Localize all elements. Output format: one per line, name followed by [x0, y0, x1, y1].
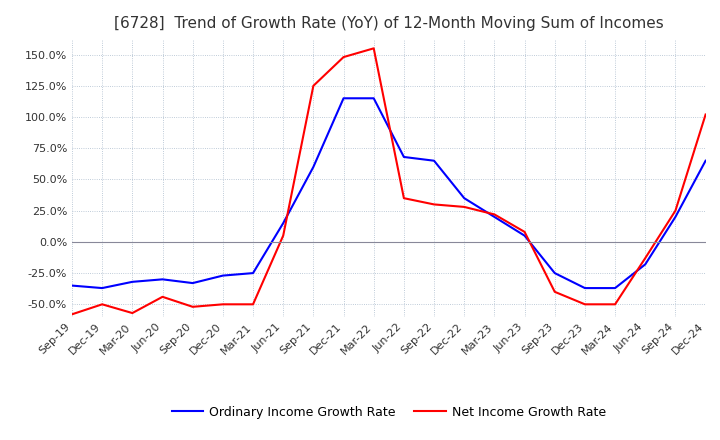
Line: Ordinary Income Growth Rate: Ordinary Income Growth Rate — [72, 98, 706, 288]
Net Income Growth Rate — [671, 208, 680, 213]
Net Income Growth Rate — [400, 195, 408, 201]
Ordinary Income Growth Rate — [158, 277, 167, 282]
Net Income Growth Rate — [309, 83, 318, 88]
Net Income Growth Rate — [339, 55, 348, 60]
Ordinary Income Growth Rate — [550, 271, 559, 276]
Ordinary Income Growth Rate — [430, 158, 438, 163]
Ordinary Income Growth Rate — [309, 164, 318, 169]
Net Income Growth Rate — [158, 294, 167, 300]
Net Income Growth Rate — [128, 310, 137, 315]
Net Income Growth Rate — [460, 204, 469, 209]
Ordinary Income Growth Rate — [521, 233, 529, 238]
Net Income Growth Rate — [369, 46, 378, 51]
Net Income Growth Rate — [580, 302, 589, 307]
Ordinary Income Growth Rate — [671, 214, 680, 220]
Ordinary Income Growth Rate — [339, 95, 348, 101]
Net Income Growth Rate — [490, 212, 499, 217]
Legend: Ordinary Income Growth Rate, Net Income Growth Rate: Ordinary Income Growth Rate, Net Income … — [166, 401, 611, 424]
Net Income Growth Rate — [521, 229, 529, 235]
Ordinary Income Growth Rate — [98, 286, 107, 291]
Net Income Growth Rate — [248, 302, 257, 307]
Ordinary Income Growth Rate — [701, 158, 710, 163]
Ordinary Income Growth Rate — [641, 262, 649, 267]
Ordinary Income Growth Rate — [460, 195, 469, 201]
Net Income Growth Rate — [641, 256, 649, 261]
Title: [6728]  Trend of Growth Rate (YoY) of 12-Month Moving Sum of Incomes: [6728] Trend of Growth Rate (YoY) of 12-… — [114, 16, 664, 32]
Ordinary Income Growth Rate — [279, 220, 287, 226]
Net Income Growth Rate — [611, 302, 619, 307]
Ordinary Income Growth Rate — [189, 280, 197, 286]
Ordinary Income Growth Rate — [369, 95, 378, 101]
Ordinary Income Growth Rate — [400, 154, 408, 160]
Net Income Growth Rate — [701, 112, 710, 117]
Net Income Growth Rate — [68, 312, 76, 317]
Net Income Growth Rate — [189, 304, 197, 309]
Net Income Growth Rate — [550, 289, 559, 294]
Ordinary Income Growth Rate — [219, 273, 228, 278]
Ordinary Income Growth Rate — [580, 286, 589, 291]
Ordinary Income Growth Rate — [128, 279, 137, 285]
Ordinary Income Growth Rate — [490, 214, 499, 220]
Ordinary Income Growth Rate — [248, 271, 257, 276]
Net Income Growth Rate — [219, 302, 228, 307]
Net Income Growth Rate — [98, 302, 107, 307]
Ordinary Income Growth Rate — [68, 283, 76, 288]
Ordinary Income Growth Rate — [611, 286, 619, 291]
Line: Net Income Growth Rate: Net Income Growth Rate — [72, 48, 706, 314]
Net Income Growth Rate — [430, 202, 438, 207]
Net Income Growth Rate — [279, 233, 287, 238]
